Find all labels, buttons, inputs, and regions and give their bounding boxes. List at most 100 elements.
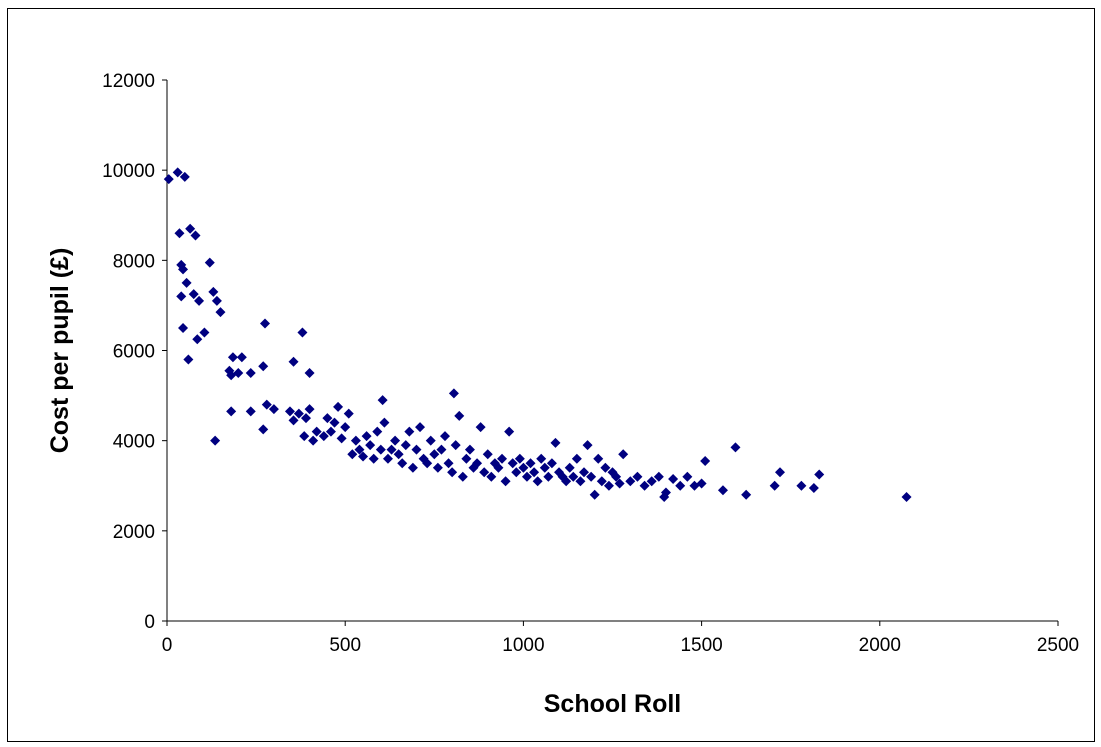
data-point	[482, 449, 493, 460]
data-point	[245, 368, 256, 379]
data-point	[393, 449, 404, 460]
y-tick-label: 10000	[102, 161, 155, 182]
data-point	[258, 424, 269, 435]
data-point	[561, 476, 572, 487]
data-point	[304, 368, 315, 379]
x-tick-label: 0	[162, 635, 173, 656]
data-point	[382, 453, 393, 464]
data-point	[682, 471, 693, 482]
tick-labels: 0 2000 4000 6000 8000 10000 12000 0 500 1000 1500 2…	[102, 71, 1079, 656]
data-point	[226, 406, 237, 417]
data-point	[185, 223, 196, 234]
data-point	[425, 435, 436, 446]
data-point	[603, 480, 614, 491]
data-point	[550, 437, 561, 448]
data-point	[258, 361, 269, 372]
data-point	[361, 431, 372, 442]
data-point	[400, 440, 411, 451]
data-point	[199, 327, 210, 338]
data-point	[411, 444, 422, 455]
data-point	[368, 453, 379, 464]
data-point	[593, 453, 604, 464]
data-point	[493, 462, 504, 473]
x-tick-label: 1000	[502, 635, 544, 656]
data-point	[582, 440, 593, 451]
data-point	[178, 264, 189, 275]
data-point	[532, 476, 543, 487]
data-point	[717, 485, 728, 496]
y-tick-label: 0	[144, 612, 155, 633]
data-point	[188, 289, 199, 300]
data-points	[163, 167, 912, 503]
data-point	[447, 467, 458, 478]
data-point	[525, 458, 536, 469]
y-axis-title: Cost per pupil (£)	[46, 248, 74, 454]
data-point	[543, 471, 554, 482]
data-point	[486, 471, 497, 482]
data-point	[304, 404, 315, 415]
data-point	[472, 458, 483, 469]
data-point	[350, 435, 361, 446]
data-point	[461, 453, 472, 464]
y-tick-label: 4000	[113, 432, 155, 453]
x-tick-label: 2000	[859, 635, 901, 656]
data-point	[318, 431, 329, 442]
data-point	[436, 444, 447, 455]
data-point	[578, 467, 589, 478]
data-point	[288, 415, 299, 426]
data-point	[236, 352, 247, 363]
data-point	[429, 449, 440, 460]
data-point	[507, 458, 518, 469]
data-point	[529, 467, 540, 478]
data-point	[178, 322, 189, 333]
data-point	[479, 467, 490, 478]
data-point	[475, 422, 486, 433]
data-point	[204, 257, 215, 268]
data-point	[589, 489, 600, 500]
data-point	[386, 444, 397, 455]
data-point	[632, 471, 643, 482]
data-point	[245, 406, 256, 417]
data-point	[660, 487, 671, 498]
data-point	[293, 408, 304, 419]
x-tick-label: 1500	[680, 635, 722, 656]
data-point	[618, 449, 629, 460]
data-point	[343, 408, 354, 419]
data-point	[333, 401, 344, 412]
y-tick-label: 6000	[113, 342, 155, 363]
data-point	[448, 388, 459, 399]
data-point	[375, 444, 386, 455]
data-point	[814, 469, 825, 480]
y-tick-label: 8000	[113, 251, 155, 272]
data-point	[700, 455, 711, 466]
data-point	[260, 318, 271, 329]
x-tick-label: 500	[329, 635, 361, 656]
data-point	[614, 478, 625, 489]
data-point	[518, 462, 529, 473]
data-point	[365, 440, 376, 451]
data-point	[210, 435, 221, 446]
data-point	[325, 426, 336, 437]
data-point	[675, 480, 686, 491]
data-point	[172, 167, 183, 178]
data-point	[511, 467, 522, 478]
data-point	[377, 395, 388, 406]
data-point	[268, 404, 279, 415]
data-point	[261, 399, 272, 410]
data-point	[340, 422, 351, 433]
chart-frame	[7, 8, 1095, 742]
data-point	[284, 406, 295, 417]
data-point	[379, 417, 390, 428]
y-tick-label: 12000	[102, 71, 155, 92]
data-point	[611, 471, 622, 482]
data-point	[354, 444, 365, 455]
axes	[162, 79, 1059, 626]
data-point	[504, 426, 515, 437]
data-point	[600, 462, 611, 473]
data-point	[457, 471, 468, 482]
data-point	[372, 426, 383, 437]
data-point	[564, 462, 575, 473]
data-point	[769, 480, 780, 491]
data-point	[730, 442, 741, 453]
data-point	[322, 413, 333, 424]
